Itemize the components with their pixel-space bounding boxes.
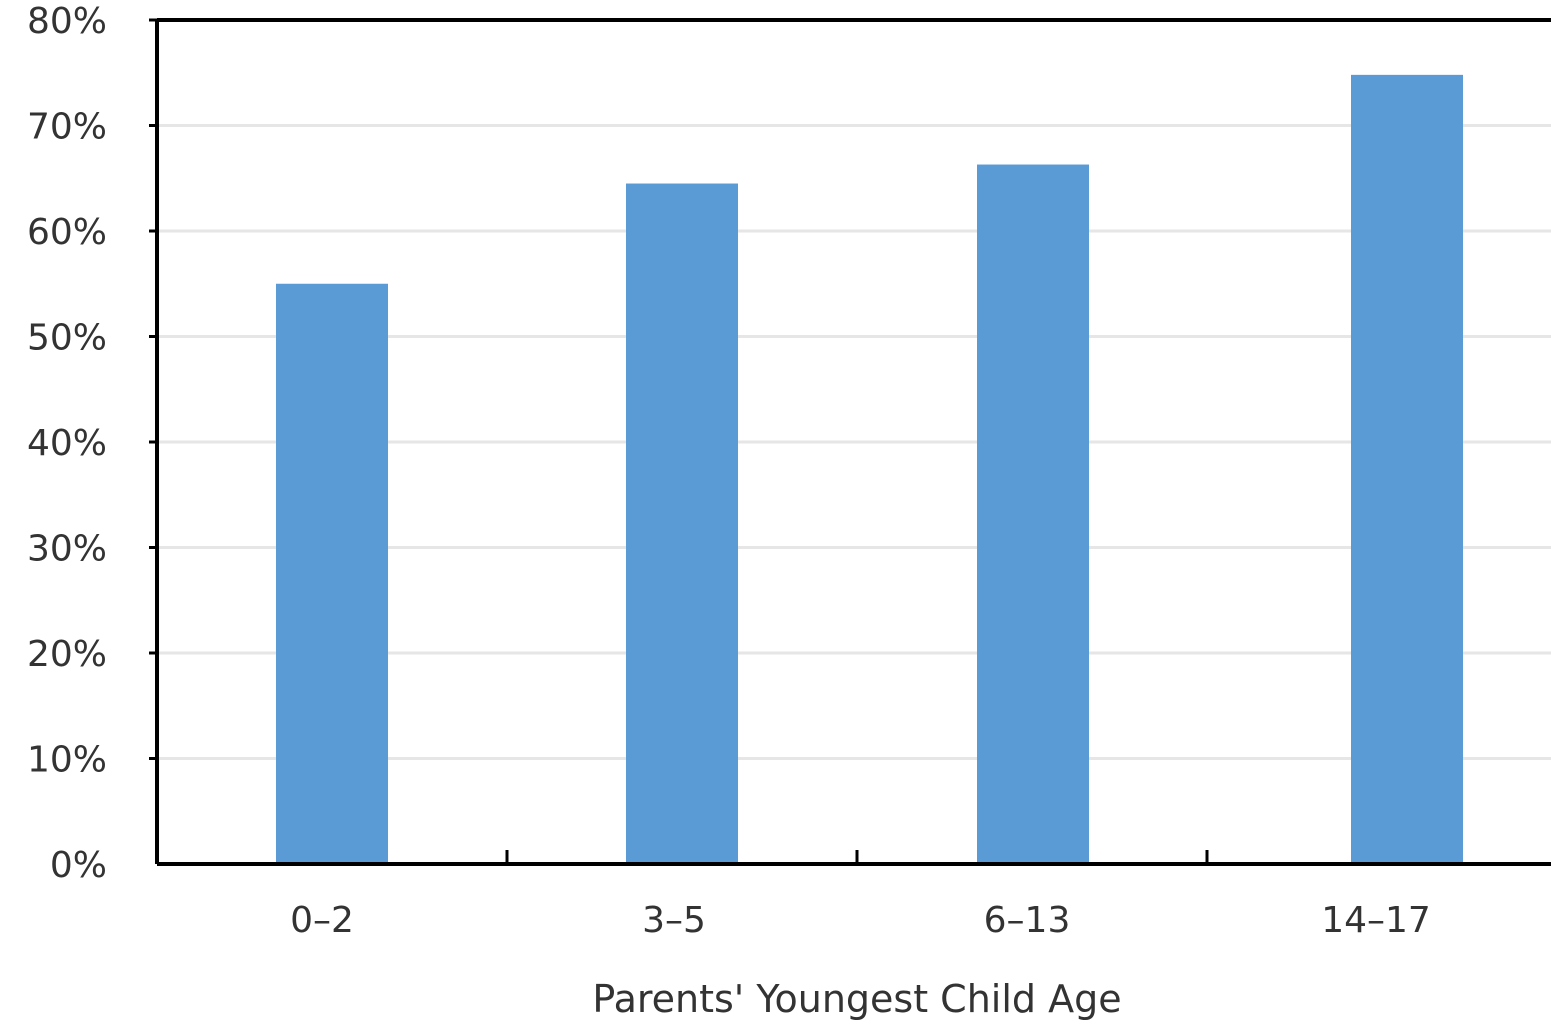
y-tick-label: 60%: [27, 212, 107, 253]
y-tick-label: 0%: [50, 845, 107, 886]
x-axis-title: Parents' Youngest Child Age: [592, 977, 1121, 1021]
x-tick-label: 6–13: [984, 900, 1071, 941]
bar-1: [276, 283, 388, 864]
x-tick-label: 0–2: [290, 900, 354, 941]
bar-3: [977, 164, 1089, 864]
y-tick-labels: 0% 10% 20% 30% 40% 50% 60% 70% 80%: [27, 1, 107, 886]
y-tick-label: 70%: [27, 107, 107, 148]
y-tick-label: 80%: [27, 1, 107, 42]
bar-4: [1351, 74, 1463, 865]
y-tick-label: 40%: [27, 423, 107, 464]
bars: [276, 74, 1463, 865]
x-tick-label: 14–17: [1321, 900, 1431, 941]
y-tick-label: 20%: [27, 634, 107, 675]
y-tick-label: 30%: [27, 529, 107, 570]
x-tick-label: 3–5: [642, 900, 706, 941]
y-tick-label: 10%: [27, 740, 107, 781]
gridlines: [157, 124, 1551, 760]
y-tick-label: 50%: [27, 318, 107, 359]
axes: [149, 18, 1551, 866]
bar-2: [626, 183, 738, 864]
x-tick-labels: 0–2 3–5 6–13 14–17: [290, 900, 1431, 941]
